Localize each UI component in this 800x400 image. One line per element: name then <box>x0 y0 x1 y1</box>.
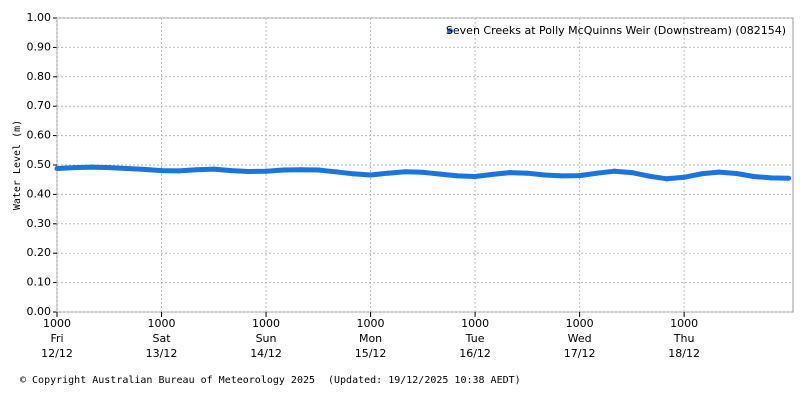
data-point <box>437 171 443 177</box>
x-tick-label: Wed <box>568 332 592 345</box>
x-tick-label: 13/12 <box>146 347 178 360</box>
data-point <box>594 170 600 176</box>
data-point <box>124 166 130 172</box>
x-tick-label: Sat <box>152 332 171 345</box>
data-point <box>402 169 408 175</box>
x-tick-label: Tue <box>465 332 485 345</box>
y-axis-label: Water Level (m) <box>12 120 23 210</box>
data-point <box>280 167 286 173</box>
data-point <box>751 173 757 179</box>
x-tick-label: Thu <box>673 332 695 345</box>
data-point <box>298 167 304 173</box>
x-tick-label: 1000 <box>252 317 280 330</box>
legend-label: Seven Creeks at Polly McQuinns Weir (Dow… <box>446 24 786 37</box>
data-point <box>368 172 374 178</box>
data-point <box>71 165 77 171</box>
data-point <box>263 168 269 174</box>
data-point <box>455 173 461 179</box>
y-tick-label: 0.60 <box>27 129 52 142</box>
data-point <box>315 167 321 173</box>
x-tick-label: 16/12 <box>459 347 491 360</box>
x-tick-label: 1000 <box>43 317 71 330</box>
data-point <box>646 173 652 179</box>
y-tick-label: 0.10 <box>27 276 52 289</box>
copyright: © Copyright Australian Bureau of Meteoro… <box>20 375 315 386</box>
y-tick-label: 0.50 <box>27 158 52 171</box>
data-point <box>228 168 234 174</box>
data-point <box>490 171 496 177</box>
data-point <box>577 173 583 179</box>
x-tick-label: 14/12 <box>250 347 282 360</box>
data-point <box>524 170 530 176</box>
y-tick-label: 0.70 <box>27 99 52 112</box>
y-tick-label: 1.00 <box>27 11 52 24</box>
x-tick-label: Sun <box>256 332 277 345</box>
data-point <box>472 173 478 179</box>
data-point <box>211 166 217 172</box>
x-tick-label: 1000 <box>357 317 385 330</box>
data-point <box>141 166 147 172</box>
x-tick-label: 1000 <box>461 317 489 330</box>
data-point <box>420 169 426 175</box>
data-point <box>507 170 513 176</box>
y-tick-label: 0.00 <box>27 305 52 318</box>
data-point <box>733 171 739 177</box>
data-point <box>350 171 356 177</box>
data-point <box>716 169 722 175</box>
y-tick-label: 0.30 <box>27 217 52 230</box>
y-tick-label: 0.40 <box>27 187 52 200</box>
data-point <box>333 169 339 175</box>
y-tick-label: 0.90 <box>27 40 52 53</box>
data-point <box>176 168 182 174</box>
x-tick-label: Mon <box>359 332 382 345</box>
x-tick-label: 15/12 <box>355 347 387 360</box>
data-point <box>611 168 617 174</box>
x-tick-label: 12/12 <box>41 347 73 360</box>
data-point <box>159 168 165 174</box>
x-tick-label: 17/12 <box>564 347 596 360</box>
x-tick-label: 1000 <box>670 317 698 330</box>
data-point <box>106 165 112 171</box>
data-point <box>768 175 774 181</box>
data-point <box>699 171 705 177</box>
data-point <box>786 175 792 181</box>
updated: (Updated: 19/12/2025 10:38 AEDT) <box>328 375 521 386</box>
x-tick-label: 1000 <box>148 317 176 330</box>
x-tick-label: 1000 <box>566 317 594 330</box>
data-point <box>542 172 548 178</box>
data-point <box>193 167 199 173</box>
y-tick-label: 0.80 <box>27 70 52 83</box>
data-point <box>385 170 391 176</box>
legend-marker <box>447 28 453 34</box>
x-tick-label: 18/12 <box>668 347 700 360</box>
data-point <box>629 170 635 176</box>
x-tick-label: Fri <box>50 332 63 345</box>
data-point <box>664 176 670 182</box>
data-point <box>54 166 60 172</box>
data-point <box>559 173 565 179</box>
y-tick-label: 0.20 <box>27 246 52 259</box>
data-point <box>89 164 95 170</box>
data-point <box>681 174 687 180</box>
data-point <box>246 168 252 174</box>
